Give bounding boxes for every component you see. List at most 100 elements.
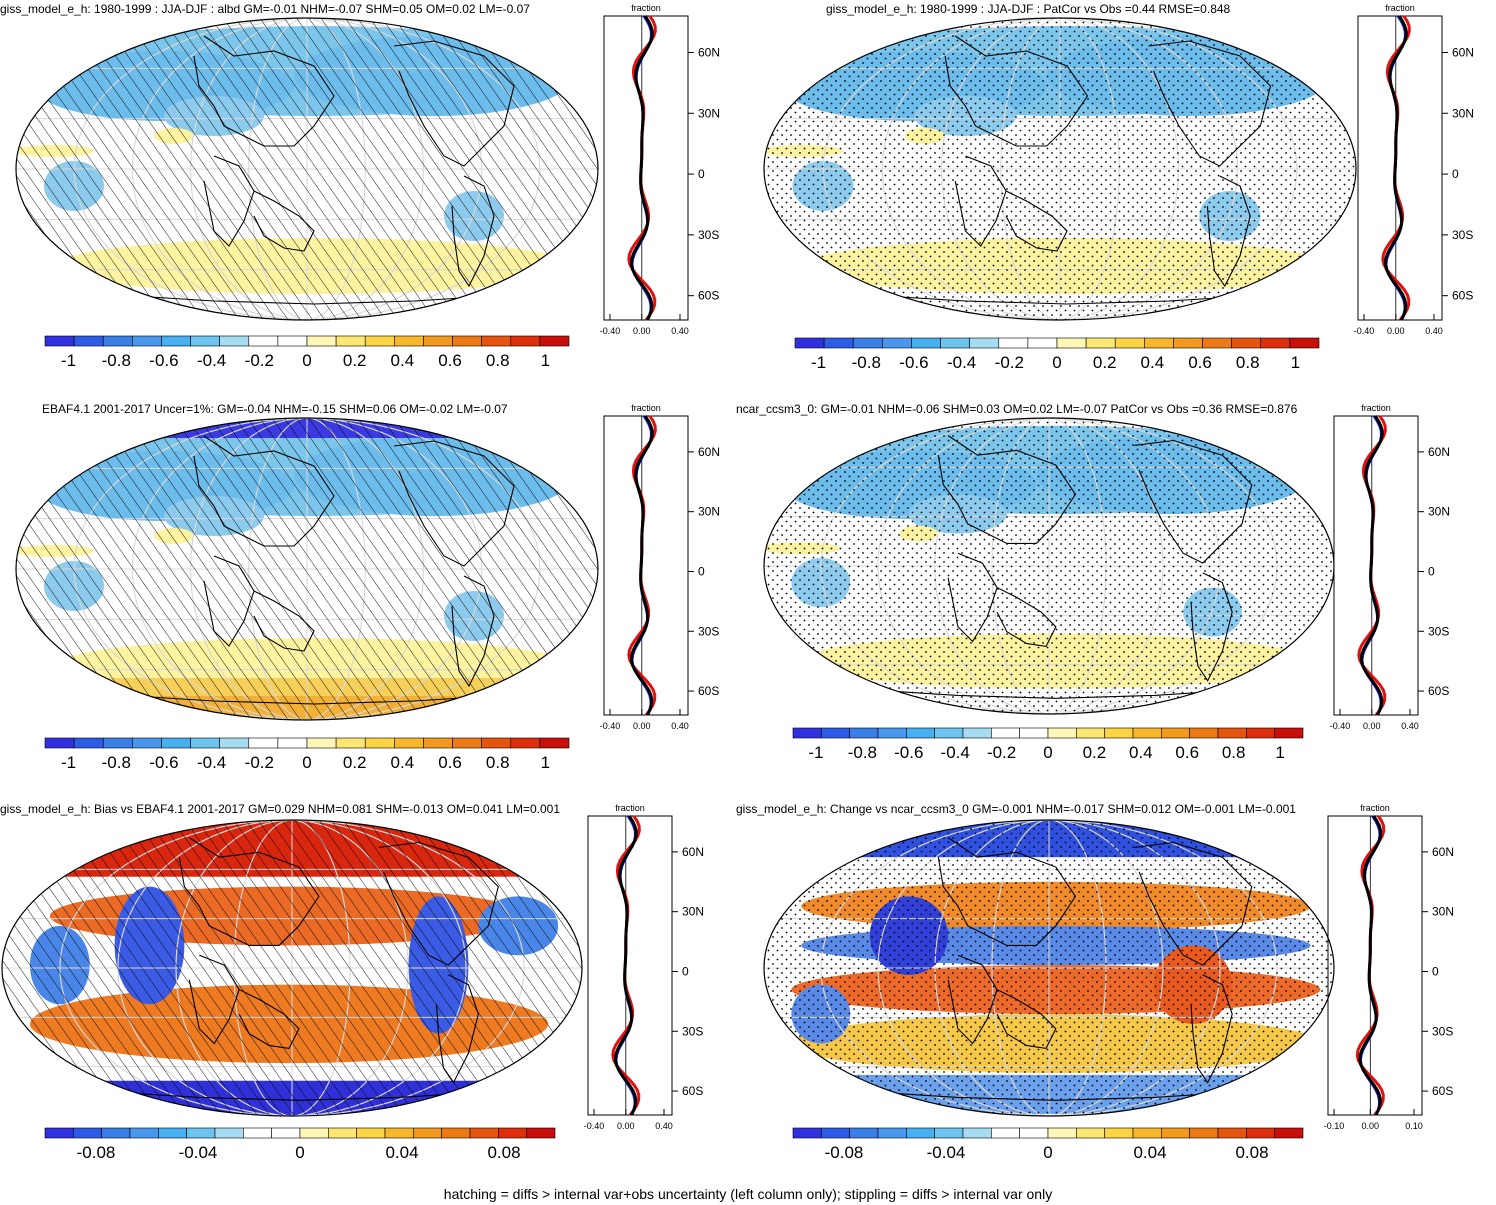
colorbar-label: -0.4 <box>941 743 970 762</box>
colorbar-swatch <box>849 1127 879 1139</box>
panel-5-title: giss_model_e_h: Bias vs EBAF4.1 2001-201… <box>0 802 560 816</box>
map-field <box>764 18 1356 320</box>
colorbar-swatch <box>877 1127 907 1139</box>
colorbar-swatch <box>1104 727 1134 739</box>
profile-lat-label: 30N <box>698 106 720 120</box>
colorbar-swatch <box>792 1127 822 1139</box>
profile-curve <box>613 815 638 1116</box>
colorbar-swatch <box>539 737 570 749</box>
colorbar-label: -0.2 <box>245 753 274 772</box>
profile-frame <box>1333 415 1419 716</box>
colorbar-swatch <box>1047 727 1077 739</box>
colorbar-label: -0.08 <box>825 1143 864 1162</box>
colorbar-swatch <box>1047 1127 1077 1139</box>
profile-frame <box>1327 815 1423 1116</box>
colorbar-swatch <box>129 1127 159 1139</box>
map-panel-2 <box>763 17 1357 321</box>
colorbar-swatch <box>998 337 1029 349</box>
profile-lat-label: 60S <box>682 1084 703 1098</box>
colorbar-label: 0.4 <box>1129 743 1153 762</box>
profile-header: fraction <box>1361 403 1391 413</box>
colorbar-label: 0.6 <box>438 753 462 772</box>
colorbar-swatch <box>73 737 104 749</box>
profile-x-label: 0.00 <box>617 1121 635 1131</box>
colorbar-swatch <box>1132 727 1162 739</box>
colorbar-4: -1 -0.8 -0.6 -0.4 -0.2 0 0.2 0.4 0.6 0.8 1 <box>792 727 1304 762</box>
zonal-profile-1: fraction 60N 30N 0 30S 60S -0.40 0.00 0.40 <box>600 3 720 336</box>
colorbar-swatch <box>364 335 395 347</box>
colorbar-swatch <box>335 335 366 347</box>
map-panel-6 <box>763 819 1335 1117</box>
profile-header: fraction <box>631 3 661 13</box>
colorbar-swatch <box>102 737 133 749</box>
colorbar-swatch <box>1217 727 1247 739</box>
colorbar-swatch <box>1274 727 1304 739</box>
profile-lat-label: 0 <box>698 564 705 578</box>
profile-curve <box>1383 15 1408 321</box>
map-panel-4 <box>763 417 1335 715</box>
colorbar-swatch <box>101 1127 131 1139</box>
profile-lat-label: 30S <box>682 1024 703 1038</box>
colorbar-swatch <box>452 737 482 749</box>
profile-x-label: 0.40 <box>1401 721 1419 731</box>
colorbar-swatch <box>441 1127 471 1139</box>
colorbar-label: -0.2 <box>995 353 1024 372</box>
colorbar-swatch <box>1085 337 1116 349</box>
colorbar-swatch <box>271 1127 301 1139</box>
profile-lat-label: 30S <box>698 228 719 242</box>
colorbar-swatch <box>1260 337 1291 349</box>
colorbar-label: 0.4 <box>391 351 415 370</box>
colorbar-swatch <box>299 1127 329 1139</box>
colorbar-label: 0.04 <box>385 1143 418 1162</box>
profile-lat-label: 0 <box>1452 167 1459 181</box>
profile-lat-label: 60N <box>698 445 720 459</box>
profile-lat-label: 0 <box>1432 964 1439 978</box>
colorbar-swatch <box>1246 1127 1275 1139</box>
profile-x-label: -0.40 <box>600 721 621 731</box>
colorbar-label: 0.2 <box>343 351 367 370</box>
profile-x-label: -0.40 <box>1330 721 1351 731</box>
colorbar-label: 0 <box>1052 353 1061 372</box>
colorbar-swatch <box>394 335 424 347</box>
colorbar-swatch <box>1161 727 1190 739</box>
colorbar-label: 0.8 <box>1222 743 1246 762</box>
colorbar-swatch <box>190 737 220 749</box>
colorbar-swatch <box>73 1127 102 1139</box>
profile-lat-label: 30N <box>1452 106 1474 120</box>
colorbar-label: 0.6 <box>1188 353 1212 372</box>
colorbar-label: 0.08 <box>487 1143 520 1162</box>
colorbar-label: -1 <box>61 753 76 772</box>
colorbar-label: -1 <box>808 743 823 762</box>
profile-x-label: 0.00 <box>1362 1121 1380 1131</box>
colorbar-swatch <box>44 1127 74 1139</box>
colorbar-swatch <box>1019 727 1049 739</box>
colorbar-label: -0.6 <box>149 753 178 772</box>
profile-lat-label: 60S <box>1428 684 1449 698</box>
colorbar-swatch <box>1076 727 1105 739</box>
profile-lat-label: 60N <box>1452 45 1474 59</box>
profile-lat-label: 30N <box>698 505 720 519</box>
profile-curve <box>1359 415 1384 716</box>
colorbar-swatch <box>882 337 912 349</box>
colorbar-label: -0.8 <box>848 743 877 762</box>
profile-x-label: 0.40 <box>655 1121 673 1131</box>
colorbar-5: -0.08 -0.04 0 0.04 0.08 <box>44 1127 556 1162</box>
profile-x-label: 0.00 <box>633 326 651 336</box>
colorbar-swatch <box>248 335 279 347</box>
colorbar-label: -0.6 <box>899 353 928 372</box>
zonal-profile-4: fraction 60N 30N 0 30S 60S -0.40 0.00 0.40 <box>1330 403 1450 731</box>
colorbar-label: 0.8 <box>486 351 510 370</box>
colorbar-swatch <box>1019 1127 1049 1139</box>
colorbar-swatch <box>821 1127 850 1139</box>
colorbar-label: 1 <box>1275 743 1284 762</box>
colorbar-label: 0 <box>295 1143 304 1162</box>
panel-4-title: ncar_ccsm3_0: GM=-0.01 NHM=-0.06 SHM=0.0… <box>736 402 1298 416</box>
colorbar-swatch <box>102 335 133 347</box>
colorbar-label: 1 <box>1291 353 1300 372</box>
colorbar-swatch <box>510 335 541 347</box>
colorbar-swatch <box>1274 1127 1304 1139</box>
profile-header: fraction <box>615 803 645 813</box>
colorbar-swatch <box>852 337 883 349</box>
colorbar-swatch <box>911 337 941 349</box>
colorbar-swatch <box>306 737 337 749</box>
